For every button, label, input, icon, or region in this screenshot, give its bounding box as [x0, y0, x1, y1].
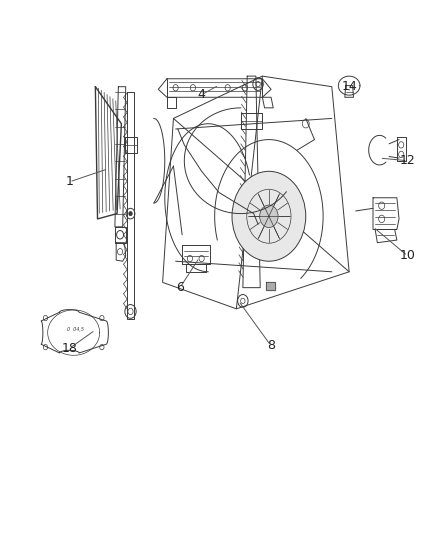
- Circle shape: [129, 212, 132, 216]
- Text: 10: 10: [400, 249, 416, 262]
- Circle shape: [260, 205, 278, 228]
- Text: 4: 4: [198, 88, 205, 101]
- Text: 14: 14: [341, 80, 357, 93]
- Polygon shape: [266, 282, 276, 290]
- Text: 0  04,5: 0 04,5: [67, 327, 85, 333]
- Text: 6: 6: [176, 281, 184, 294]
- Circle shape: [232, 171, 306, 261]
- Text: 8: 8: [267, 340, 275, 352]
- Text: 18: 18: [61, 342, 77, 355]
- Text: 1: 1: [65, 175, 73, 188]
- Text: 12: 12: [400, 154, 416, 167]
